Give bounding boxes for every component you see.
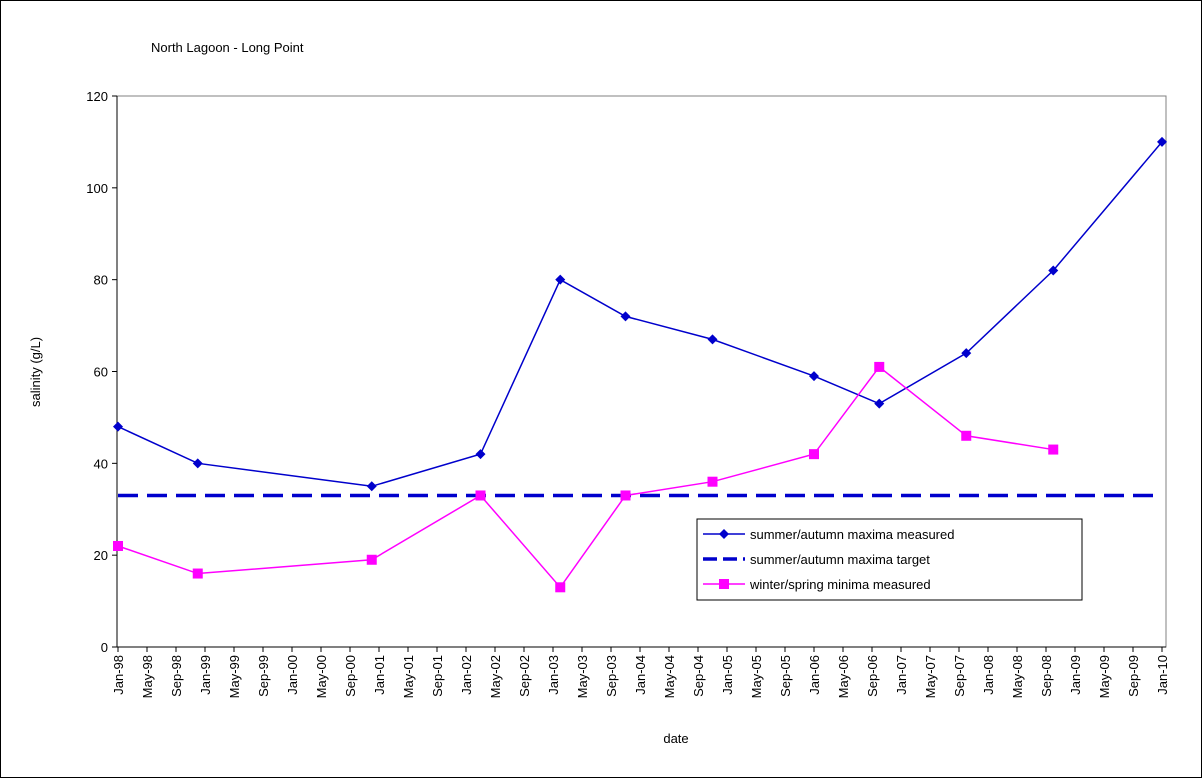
x-tick-label: May-06 [836, 655, 851, 698]
x-tick-label: Jan-03 [546, 655, 561, 695]
x-tick-label: Sep-01 [430, 655, 445, 697]
data-point [475, 449, 486, 460]
x-tick-label: Sep-08 [1039, 655, 1054, 697]
data-point [192, 568, 203, 579]
data-point [961, 430, 972, 441]
data-point [874, 398, 885, 409]
x-tick-label: Sep-00 [343, 655, 358, 697]
legend-box [696, 518, 1083, 601]
x-tick-label: Jan-00 [285, 655, 300, 695]
x-tick-label: May-09 [1097, 655, 1112, 698]
y-tick-label: 40 [94, 456, 108, 471]
x-tick-label: Jan-08 [981, 655, 996, 695]
x-tick-label: Jan-09 [1068, 655, 1083, 695]
y-tick-label: 100 [86, 181, 108, 196]
x-tick-label: May-08 [1010, 655, 1025, 698]
x-tick-label: Jan-99 [198, 655, 213, 695]
y-tick-label: 80 [94, 273, 108, 288]
x-tick-label: Jan-01 [372, 655, 387, 695]
x-tick-label: Jan-05 [720, 655, 735, 695]
series-line [117, 141, 1163, 488]
x-tick-label: May-02 [488, 655, 503, 698]
x-tick-label: Sep-05 [778, 655, 793, 697]
x-tick-label: May-01 [401, 655, 416, 698]
data-point [1157, 136, 1167, 147]
x-tick-label: May-99 [227, 655, 242, 698]
legend-marker [719, 579, 729, 589]
data-point [809, 371, 819, 382]
legend-label: winter/spring minima measured [749, 577, 931, 592]
y-tick-label: 60 [94, 365, 108, 380]
data-point [555, 274, 566, 285]
x-tick-label: May-07 [923, 655, 938, 698]
y-axis-title: salinity (g/L) [28, 337, 43, 407]
x-tick-label: May-04 [662, 655, 677, 698]
y-tick-label: 20 [94, 548, 108, 563]
data-point [113, 421, 123, 432]
x-axis-title: date [663, 731, 688, 746]
x-tick-label: May-00 [314, 655, 329, 698]
y-tick-label: 0 [101, 640, 108, 655]
data-point [475, 490, 486, 501]
data-point [1048, 265, 1059, 276]
data-point [366, 554, 377, 565]
data-point [961, 348, 972, 359]
data-point [620, 311, 631, 322]
data-point [809, 449, 819, 460]
data-point [192, 458, 203, 469]
x-tick-label: Jan-06 [807, 655, 822, 695]
data-point [366, 481, 377, 492]
x-tick-label: Sep-06 [865, 655, 880, 697]
legend-label: summer/autumn maxima target [750, 552, 930, 567]
x-tick-label: Sep-04 [691, 655, 706, 697]
x-tick-label: May-98 [140, 655, 155, 698]
x-tick-label: Jan-10 [1155, 655, 1170, 695]
data-point [874, 361, 885, 372]
x-tick-label: Sep-09 [1126, 655, 1141, 697]
legend-marker [719, 529, 729, 539]
data-point [707, 334, 718, 345]
x-tick-label: Sep-98 [169, 655, 184, 697]
x-tick-label: May-05 [749, 655, 764, 698]
x-tick-label: May-03 [575, 655, 590, 698]
legend-label: summer/autumn maxima measured [750, 527, 954, 542]
data-point [555, 582, 566, 593]
chart-title: North Lagoon - Long Point [151, 40, 304, 55]
data-point [113, 540, 123, 551]
x-tick-label: Sep-99 [256, 655, 271, 697]
data-point [707, 476, 718, 487]
x-tick-label: Jan-07 [894, 655, 909, 695]
y-tick-label: 120 [86, 89, 108, 104]
x-tick-label: Jan-98 [111, 655, 126, 695]
x-tick-label: Jan-04 [633, 655, 648, 695]
data-point [620, 490, 631, 501]
x-tick-label: Sep-02 [517, 655, 532, 697]
data-point [1048, 444, 1059, 455]
x-tick-label: Jan-02 [459, 655, 474, 695]
x-tick-label: Sep-03 [604, 655, 619, 697]
x-tick-label: Sep-07 [952, 655, 967, 697]
